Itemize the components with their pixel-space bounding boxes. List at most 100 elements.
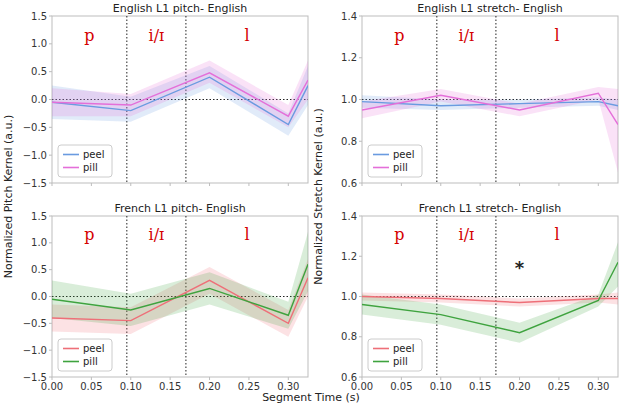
x-tick (209, 183, 210, 186)
x-tick-label: 0.00 (41, 381, 63, 392)
legend-swatch (373, 154, 389, 156)
y-tick-label: 1.5 (31, 211, 47, 222)
plot-area (52, 216, 308, 377)
y-tick-label: 0.8 (341, 136, 357, 147)
plot-area (362, 216, 618, 377)
x-tick (91, 183, 92, 186)
segment-label: p (84, 26, 94, 45)
legend: peelpill (368, 145, 422, 177)
y-tick-label: −1.0 (23, 150, 47, 161)
subplot-title: English L1 stretch- English (417, 2, 562, 15)
y-tick (359, 256, 362, 257)
legend-box (58, 339, 112, 371)
segment-boundary (495, 216, 496, 377)
subplot-title: French L1 stretch- English (419, 202, 561, 215)
segment-label: l (244, 26, 249, 45)
x-tick (440, 183, 441, 186)
legend-swatch (373, 348, 389, 350)
y-tick-label: 1.0 (341, 94, 357, 105)
legend-box (58, 145, 112, 177)
legend-label: pill (83, 162, 98, 173)
y-tick-label: 1.4 (341, 11, 357, 22)
legend-swatch (373, 167, 389, 169)
x-tick-label: 0.10 (120, 381, 142, 392)
annotation: * (515, 257, 525, 278)
x-tick-label: 0.10 (430, 381, 452, 392)
legend-label: peel (83, 343, 104, 354)
series-line (52, 73, 308, 116)
y-tick-label: 1.0 (31, 237, 47, 248)
segment-label: p (394, 26, 404, 45)
x-tick (288, 183, 289, 186)
legend-box (368, 339, 422, 371)
confidence-band (52, 232, 308, 329)
legend-swatch (63, 348, 79, 350)
y-axis-label: Normalized Pitch Kernel (a.u.) (2, 115, 15, 279)
y-tick-label: 0.8 (341, 331, 357, 342)
x-tick (170, 183, 171, 186)
y-tick (49, 242, 52, 243)
segment-label: p (84, 225, 94, 244)
y-tick-label: 1.0 (341, 291, 357, 302)
subplot-title: English L1 pitch- English (113, 2, 247, 15)
x-tick (130, 183, 131, 186)
series-line (52, 278, 308, 324)
legend: peel pill (58, 145, 112, 177)
legend-swatch (63, 154, 79, 156)
x-tick-label: 0.25 (238, 381, 260, 392)
x-tick (209, 377, 210, 380)
x-tick (480, 183, 481, 186)
x-tick (519, 183, 520, 186)
x-tick (519, 377, 520, 380)
x-tick (362, 183, 363, 186)
legend-label: peel (83, 149, 104, 160)
segment-label: p (394, 225, 404, 244)
segment-label: i/ɪ (149, 26, 165, 45)
segment-label: i/ɪ (459, 225, 475, 244)
plot-frame (52, 16, 308, 183)
plot-area (52, 16, 308, 183)
y-tick-label: 0.5 (31, 66, 47, 77)
y-tick (49, 43, 52, 44)
y-axis-label: Normalized Stretch Kernel (a.u.) (312, 108, 325, 284)
y-tick-label: −0.5 (23, 122, 47, 133)
x-tick (401, 377, 402, 380)
legend-box (368, 145, 422, 177)
legend: peel pill (58, 339, 112, 371)
x-tick-label: 0.15 (159, 381, 181, 392)
x-tick (91, 377, 92, 380)
y-tick (49, 323, 52, 324)
y-tick (49, 216, 52, 217)
segment-label: l (554, 26, 559, 45)
y-tick-label: −1.0 (23, 345, 47, 356)
x-tick (558, 183, 559, 186)
x-tick (440, 377, 441, 380)
series-line (362, 297, 618, 303)
legend: peelpill (368, 339, 422, 371)
x-tick (401, 183, 402, 186)
legend-label: pill (393, 162, 408, 173)
y-tick (359, 296, 362, 297)
plot-frame (362, 16, 618, 183)
segment-label: i/ɪ (149, 225, 165, 244)
subplot: 0.60.81.01.21.4pi/ɪlEnglish L1 stretch- … (341, 2, 618, 189)
legend-swatch (63, 361, 79, 363)
x-tick (248, 377, 249, 380)
x-tick-label: 0.25 (548, 381, 570, 392)
y-tick-label: 1.2 (341, 251, 357, 262)
subplot-title: French L1 pitch- English (114, 202, 245, 215)
segment-label: i/ɪ (459, 26, 475, 45)
series-line (362, 93, 618, 124)
y-tick (49, 71, 52, 72)
plot-area (362, 16, 618, 183)
x-tick-label: 0.00 (351, 381, 373, 392)
x-tick (480, 377, 481, 380)
x-tick-label: 0.05 (80, 381, 102, 392)
legend-label: peel (393, 343, 414, 354)
y-tick (359, 336, 362, 337)
y-tick (49, 127, 52, 128)
legend-label: pill (83, 356, 98, 367)
segment-label: l (244, 225, 249, 244)
y-tick (49, 269, 52, 270)
segment-boundary (185, 16, 186, 183)
